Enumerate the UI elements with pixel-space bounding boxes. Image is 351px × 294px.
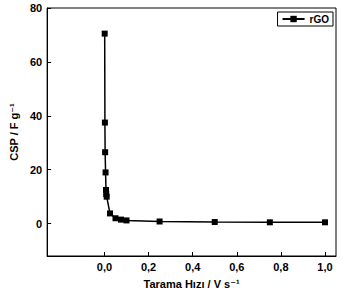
- svg-text:60: 60: [30, 56, 42, 68]
- svg-text:20: 20: [30, 164, 42, 176]
- svg-text:80: 80: [30, 2, 42, 14]
- svg-text:0,2: 0,2: [141, 261, 156, 273]
- svg-text:rGO: rGO: [310, 14, 330, 25]
- svg-text:0: 0: [36, 218, 42, 230]
- svg-text:CSP / F g⁻¹: CSP / F g⁻¹: [8, 103, 20, 161]
- svg-text:Tarama Hızı / V s⁻¹: Tarama Hızı / V s⁻¹: [144, 278, 240, 290]
- svg-text:40: 40: [30, 110, 42, 122]
- svg-text:0,8: 0,8: [273, 261, 288, 273]
- svg-text:1,0: 1,0: [317, 261, 332, 273]
- svg-text:0,0: 0,0: [97, 261, 112, 273]
- svg-text:0,6: 0,6: [229, 261, 244, 273]
- svg-text:0,4: 0,4: [185, 261, 201, 273]
